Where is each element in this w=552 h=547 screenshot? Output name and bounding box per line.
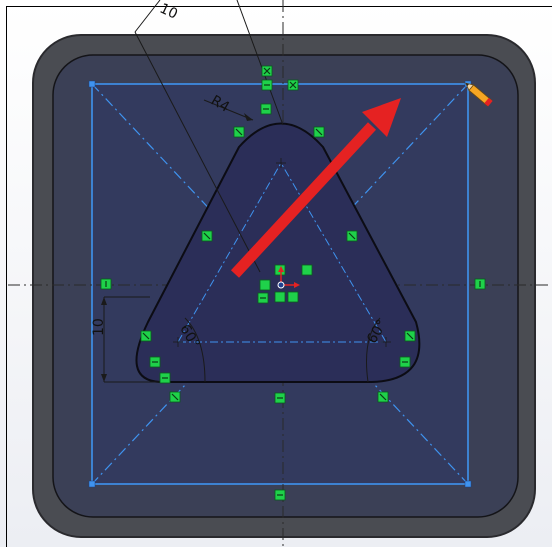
dimension-arrowheads [101,113,253,382]
dimension-height[interactable]: 10 [91,318,107,336]
dimension-leaders [103,0,381,383]
origin-icon[interactable] [277,266,300,289]
sketch-relations[interactable] [100,65,486,501]
rounded-triangle-profile[interactable] [135,122,421,383]
arc-center-markers [173,158,391,347]
direction-arrow [230,98,401,278]
relation-glyphs [105,67,481,496]
dimension-top-cut[interactable]: 10 [157,1,180,23]
triangle-construction-lines [177,162,387,343]
viewport-border [6,6,552,547]
pencil-icon [465,82,493,107]
